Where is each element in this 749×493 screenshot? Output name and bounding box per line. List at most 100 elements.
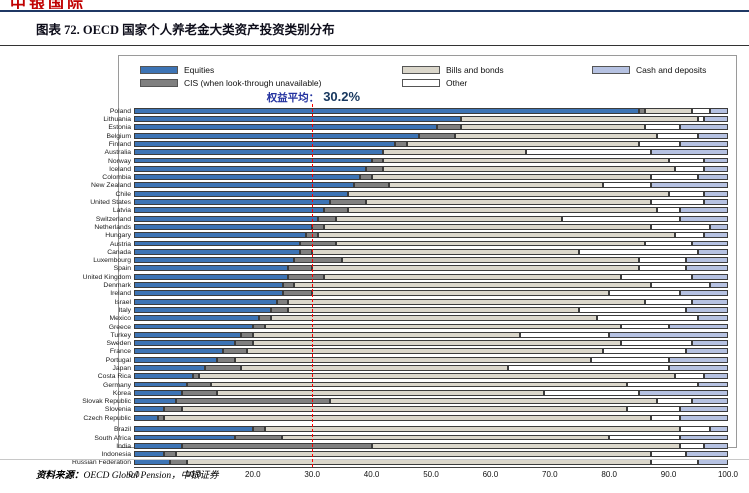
bar-segment-equities xyxy=(134,149,384,156)
bar-segment-cash-and-deposits xyxy=(609,331,728,338)
bar-segment-cis-when-look-through-unavailable xyxy=(175,398,331,405)
stacked-bar xyxy=(134,434,728,441)
country-label: Denmark xyxy=(103,282,131,290)
bar-row-turkey: Turkey xyxy=(110,331,728,340)
bar-segment-bills-and-bonds xyxy=(312,248,580,255)
stacked-bar-chart: Equities CIS (when look-through unavailab… xyxy=(72,55,738,479)
bar-row-austria: Austria xyxy=(110,240,728,249)
bar-row-india: India xyxy=(116,442,728,451)
bar-segment-other xyxy=(627,406,681,413)
bar-segment-cis-when-look-through-unavailable xyxy=(294,257,342,264)
bar-segment-equities xyxy=(134,132,420,139)
bar-segment-bills-and-bonds xyxy=(324,273,622,280)
bar-row-norway: Norway xyxy=(108,157,728,166)
bar-segment-cis-when-look-through-unavailable xyxy=(324,207,348,214)
bar-segment-cash-and-deposits xyxy=(698,174,728,181)
bar-segment-equities xyxy=(134,340,235,346)
x-tick-label: 80.0 xyxy=(601,469,617,479)
bar-segment-cis-when-look-through-unavailable xyxy=(240,331,253,338)
country-label: Brazil xyxy=(114,426,131,434)
bar-segment-equities xyxy=(134,315,259,322)
bar-segment-cash-and-deposits xyxy=(692,340,728,346)
bar-segment-bills-and-bonds xyxy=(240,365,509,371)
bar-segment-bills-and-bonds xyxy=(335,215,562,222)
bar-segment-equities xyxy=(134,124,437,131)
bar-row-latvia: Latvia xyxy=(113,207,728,215)
annotation-row: 权益平均： 30.2% xyxy=(134,88,728,107)
bar-segment-other xyxy=(680,426,711,433)
bar-segment-other xyxy=(561,215,681,222)
bar-segment-bills-and-bonds xyxy=(270,315,598,322)
stacked-bar xyxy=(134,149,728,156)
bar-segment-cash-and-deposits xyxy=(710,282,728,288)
bar-row-chile: Chile xyxy=(116,190,728,199)
legend-label: Equities xyxy=(184,64,215,75)
stacked-bar xyxy=(134,132,728,139)
country-label: Ireland xyxy=(110,290,131,298)
bar-segment-other xyxy=(668,190,705,197)
country-label: Australia xyxy=(104,149,131,157)
bar-segment-cash-and-deposits xyxy=(680,290,728,297)
bar-segment-equities xyxy=(134,414,158,421)
title-divider xyxy=(0,45,749,46)
bar-segment-bills-and-bonds xyxy=(312,265,639,272)
bar-segment-equities xyxy=(134,140,396,147)
stacked-bar xyxy=(134,265,728,272)
bar-segment-equities xyxy=(134,282,283,288)
top-divider xyxy=(0,10,749,12)
bar-segment-bills-and-bonds xyxy=(288,298,645,305)
bar-segment-equities xyxy=(134,389,182,396)
bar-segment-bills-and-bonds xyxy=(294,282,651,288)
bar-row-new-zealand: New Zealand xyxy=(91,182,728,190)
equity-average-annotation: 权益平均： 30.2% xyxy=(267,88,360,106)
bar-segment-cis-when-look-through-unavailable xyxy=(187,381,212,388)
bar-row-colombia: Colombia xyxy=(102,174,728,182)
bar-segment-other xyxy=(668,157,705,164)
legend-label: CIS (when look-through unavailable) xyxy=(184,77,322,88)
stacked-bar xyxy=(134,356,728,363)
stacked-bar xyxy=(134,107,728,114)
stacked-bar xyxy=(134,124,728,131)
stacked-bar xyxy=(134,389,728,396)
bar-row-finland: Finland xyxy=(109,140,728,149)
bar-segment-bills-and-bonds xyxy=(211,381,627,388)
bar-segment-bills-and-bonds xyxy=(644,107,693,114)
bar-segment-bills-and-bonds xyxy=(365,199,651,205)
bar-segment-cash-and-deposits xyxy=(704,116,728,122)
bar-segment-cis-when-look-through-unavailable xyxy=(436,124,461,131)
bar-row-iceland: Iceland xyxy=(109,165,728,174)
bar-segment-other xyxy=(656,132,699,139)
bar-segment-equities xyxy=(134,406,164,413)
bar-segment-bills-and-bonds xyxy=(324,223,651,230)
bar-segment-cis-when-look-through-unavailable xyxy=(234,340,253,346)
stacked-bar xyxy=(134,306,728,313)
bar-segment-equities xyxy=(134,265,289,272)
bar-segment-bills-and-bonds xyxy=(252,331,521,338)
bar-segment-cash-and-deposits xyxy=(668,323,728,330)
bar-segment-cis-when-look-through-unavailable xyxy=(371,157,384,164)
bar-segment-equities xyxy=(134,215,319,222)
legend-swatch-bills-and-bonds xyxy=(402,65,440,74)
bar-segment-other xyxy=(644,240,693,247)
bar-segment-cash-and-deposits xyxy=(704,165,728,172)
bar-segment-bills-and-bonds xyxy=(460,116,699,122)
bar-segment-other xyxy=(609,290,681,297)
country-label: Austria xyxy=(109,240,131,248)
legend-label: Bills and bonds xyxy=(446,64,504,75)
country-label: Italy xyxy=(118,306,131,314)
bar-segment-other xyxy=(603,348,687,355)
stacked-bar xyxy=(134,207,728,214)
bar-segment-cis-when-look-through-unavailable xyxy=(223,348,247,355)
country-label: Latvia xyxy=(112,207,131,215)
bar-segment-equities xyxy=(134,426,253,433)
bar-segment-equities xyxy=(134,306,271,313)
legend-item-bills-and-bonds: Bills and bonds xyxy=(402,63,592,76)
bar-segment-cash-and-deposits xyxy=(698,315,728,322)
annotation-value: 30.2% xyxy=(323,89,361,104)
bar-row-canada: Canada xyxy=(107,248,728,257)
bar-segment-cash-and-deposits xyxy=(686,348,728,355)
country-label: Poland xyxy=(109,107,131,115)
bar-segment-other xyxy=(692,107,711,114)
stacked-bar xyxy=(134,165,728,172)
stacked-bar xyxy=(134,232,728,239)
